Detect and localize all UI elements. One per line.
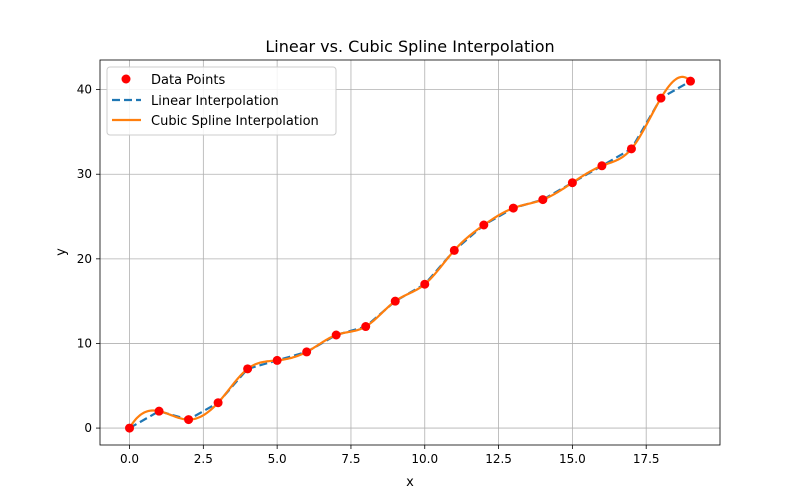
legend: Data Points Linear Interpolation Cubic Spl…: [106, 66, 337, 136]
x-tick-label: 17.5: [633, 452, 660, 466]
y-tick-label: 20: [77, 252, 92, 266]
legend-label: Data Points: [151, 73, 225, 88]
data-point: [567, 178, 577, 188]
plot-series: [125, 75, 695, 433]
data-point: [213, 398, 223, 408]
data-point: [361, 322, 371, 332]
legend-label: Cubic Spline Interpolation: [151, 114, 319, 129]
legend-marker-data-points: [121, 74, 131, 84]
data-point: [656, 93, 666, 103]
x-axis-label: x: [406, 475, 414, 490]
x-tick-label: 15.0: [559, 452, 586, 466]
x-tick-label: 7.5: [341, 452, 360, 466]
y-tick-label: 10: [77, 336, 92, 350]
y-tick-label: 40: [77, 83, 92, 97]
chart-title: Linear vs. Cubic Spline Interpolation: [265, 37, 554, 56]
data-point: [479, 220, 489, 230]
data-point: [302, 347, 312, 357]
data-point: [685, 76, 695, 86]
data-point: [184, 415, 194, 425]
x-tick-label: 0.0: [120, 452, 139, 466]
x-tick-label: 10.0: [411, 452, 438, 466]
data-point: [331, 330, 341, 340]
data-point: [125, 423, 135, 433]
data-point: [243, 364, 253, 374]
data-point: [538, 195, 548, 205]
x-tick-label: 2.5: [194, 452, 213, 466]
legend-box: [106, 66, 337, 136]
y-tick-label: 0: [84, 421, 92, 435]
data-point: [508, 203, 518, 213]
data-point: [449, 245, 459, 255]
plot-frame: [99, 59, 721, 446]
legend-label: Linear Interpolation: [151, 94, 279, 109]
data-point: [272, 355, 282, 365]
data-point: [597, 161, 607, 171]
data-point: [390, 296, 400, 306]
x-tick-label: 12.5: [485, 452, 512, 466]
data-point: [420, 279, 430, 289]
data-point: [154, 406, 164, 416]
cubic-spline-line: [128, 75, 692, 429]
y-tick-label: 30: [77, 167, 92, 181]
data-point: [626, 144, 636, 154]
axis-ticks: 0.0 2.5 5.0 7.5 10.0 12.5 15.0 17.5 0 10 20 30 40: [77, 83, 660, 466]
y-axis-label: y: [54, 248, 69, 256]
x-tick-label: 5.0: [268, 452, 287, 466]
